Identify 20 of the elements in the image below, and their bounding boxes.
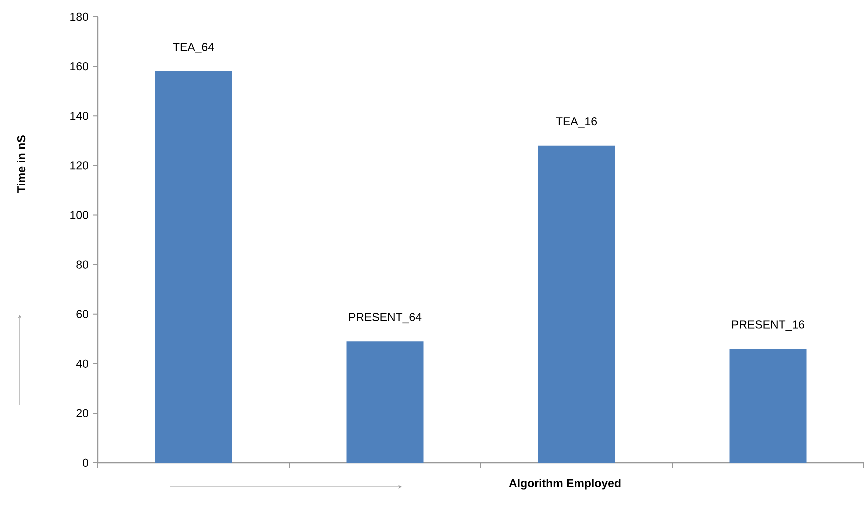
y-tick-label: 120 <box>70 162 89 170</box>
x-tick-label: PRESENT_16 <box>732 320 804 331</box>
bar <box>730 349 807 463</box>
y-tick-label: 0 <box>83 458 89 468</box>
x-axis-title: Algorithm Employed <box>509 479 621 490</box>
y-tick-label: 180 <box>70 12 89 22</box>
x-tick-label: TEA_64 <box>173 43 214 54</box>
bar <box>155 72 232 463</box>
x-tick-label: PRESENT_64 <box>349 313 422 324</box>
y-axis-title: Time in nS <box>17 136 26 194</box>
y-tick-label: 160 <box>70 62 89 71</box>
y-tick-label: 140 <box>70 112 89 120</box>
y-tick-label: 80 <box>76 260 89 269</box>
y-tick-label: 100 <box>70 211 89 220</box>
bar <box>346 342 424 463</box>
bar <box>538 146 616 463</box>
y-tick-label: 40 <box>76 360 89 368</box>
y-tick-label: 20 <box>76 409 89 418</box>
x-tick-label: TEA_16 <box>556 117 598 128</box>
y-tick-label: 60 <box>76 310 89 318</box>
